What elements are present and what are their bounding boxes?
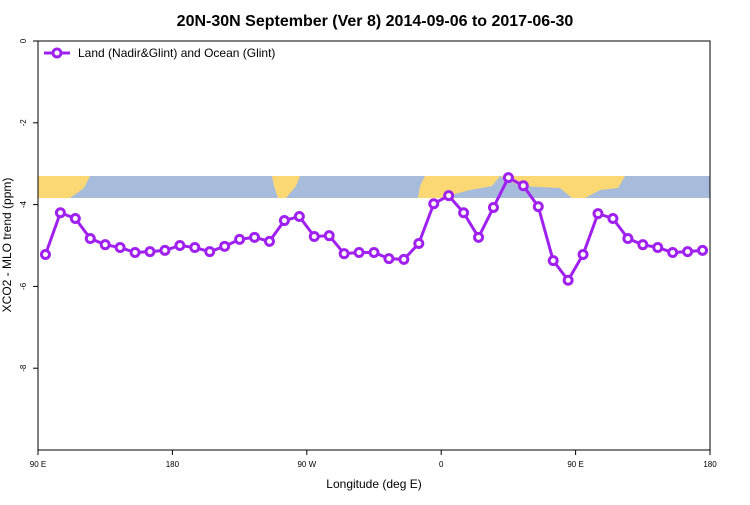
data-point — [577, 248, 589, 260]
data-point — [607, 213, 619, 225]
data-point — [39, 248, 51, 260]
data-point — [234, 233, 246, 245]
data-point — [622, 233, 634, 245]
y-tick-label: -4 — [19, 200, 28, 208]
data-point — [398, 253, 410, 265]
chart-title: 20N-30N September (Ver 8) 2014-09-06 to … — [177, 13, 574, 30]
data-point — [144, 246, 156, 258]
data-point — [263, 235, 275, 247]
data-point — [84, 233, 96, 245]
data-point — [129, 246, 141, 258]
data-point — [682, 246, 694, 258]
data-point — [652, 242, 664, 254]
x-axis-label: Longitude (deg E) — [326, 477, 421, 491]
data-point — [428, 198, 440, 210]
y-tick-label: -6 — [19, 282, 28, 290]
data-point — [517, 180, 529, 192]
data-point — [278, 215, 290, 227]
data-point — [368, 246, 380, 258]
data-point — [189, 242, 201, 254]
data-point — [562, 274, 574, 286]
y-tick-label: -8 — [19, 364, 28, 372]
data-point — [293, 210, 305, 222]
map-strip — [38, 176, 710, 198]
data-point — [502, 172, 514, 184]
data-point — [383, 253, 395, 265]
data-point — [69, 213, 81, 225]
data-point — [114, 242, 126, 254]
plot-frame — [37, 40, 711, 451]
x-tick-label: 180 — [703, 460, 717, 469]
x-tick-label: 180 — [166, 460, 180, 469]
data-point — [219, 240, 231, 252]
data-point — [413, 237, 425, 249]
x-tick-label: 0 — [439, 460, 444, 469]
data-point — [323, 230, 335, 242]
data-point — [487, 201, 499, 213]
data-point — [697, 244, 709, 256]
data-point — [667, 246, 679, 258]
legend-marker — [51, 47, 63, 59]
x-tick-label: 90 E — [567, 460, 583, 469]
data-point — [159, 244, 171, 256]
data-point — [353, 246, 365, 258]
x-tick-label: 90 W — [297, 460, 316, 469]
legend-label: Land (Nadir&Glint) and Ocean (Glint) — [78, 46, 275, 60]
data-point — [637, 239, 649, 251]
data-point — [532, 201, 544, 213]
data-point — [249, 231, 261, 243]
data-point — [99, 239, 111, 251]
data-point — [174, 240, 186, 251]
data-point — [308, 231, 320, 243]
data-point — [338, 248, 350, 260]
data-point — [458, 207, 470, 219]
y-tick-label: 0 — [19, 38, 28, 43]
data-point — [443, 190, 455, 202]
y-axis-label: XCO2 - MLO trend (ppm) — [0, 178, 14, 313]
data-point — [204, 246, 216, 258]
data-point — [54, 207, 66, 219]
data-point — [473, 231, 485, 243]
y-tick-label: -2 — [19, 119, 28, 127]
x-tick-label: 90 E — [30, 460, 46, 469]
data-point — [547, 255, 559, 267]
data-point — [592, 208, 604, 220]
